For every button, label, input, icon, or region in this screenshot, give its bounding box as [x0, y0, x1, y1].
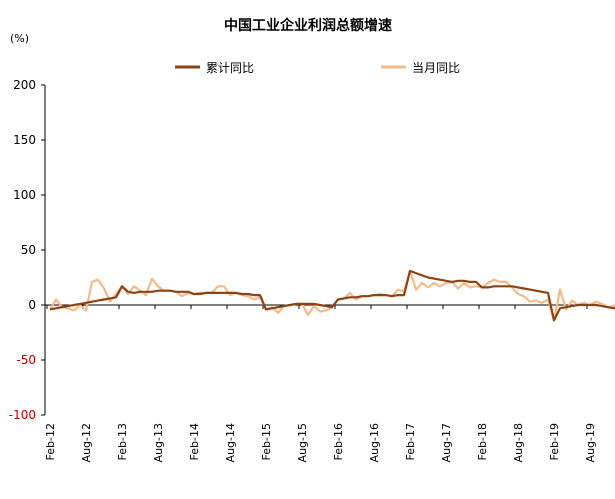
x-tick-label: Aug-12 [80, 423, 93, 462]
x-tick-label: Feb-17 [404, 423, 417, 460]
x-tick-label: Aug-17 [440, 423, 453, 462]
x-tick-label: Aug-13 [152, 423, 165, 462]
x-tick-label: Feb-16 [332, 423, 345, 460]
x-tick-label: Aug-14 [224, 423, 237, 462]
x-tick-label: Aug-19 [584, 423, 597, 462]
y-tick-label: 150 [13, 133, 36, 147]
x-tick-label: Feb-14 [188, 423, 201, 460]
x-tick-label: Feb-19 [548, 423, 561, 460]
x-tick-label: Feb-15 [260, 423, 273, 460]
series-lines [49, 269, 615, 322]
unit-label: (%) [10, 32, 29, 45]
x-tick-label: Feb-12 [44, 423, 57, 460]
legend: 累计同比 当月同比 [175, 61, 460, 75]
series-line-monthly [49, 269, 615, 322]
y-tick-label: 200 [13, 78, 36, 92]
y-tick-label: -50 [16, 353, 36, 367]
x-tick-label: Feb-13 [116, 423, 129, 460]
x-axis-ticks: Feb-12 Aug-12 Feb-13 Aug-13 Feb-14 Aug-14 Feb-… [44, 305, 597, 462]
x-tick-label: Aug-18 [512, 423, 525, 462]
x-tick-label: Aug-16 [368, 423, 381, 462]
y-tick-label: 100 [13, 188, 36, 202]
x-tick-label: Aug-15 [296, 423, 309, 462]
y-tick-label: 0 [28, 298, 36, 312]
x-tick-label: Feb-18 [476, 423, 489, 460]
series-line-cumulative [49, 269, 615, 322]
y-tick-label: -100 [9, 408, 36, 422]
legend-label-cumulative: 累计同比 [206, 61, 254, 75]
chart-title: 中国工业企业利润总额增速 [224, 17, 392, 34]
y-axis-ticks: 200 150 100 50 0 -50 -100 [9, 78, 45, 422]
y-tick-label: 50 [21, 243, 36, 257]
axes [44, 85, 597, 415]
legend-label-monthly: 当月同比 [412, 61, 460, 75]
